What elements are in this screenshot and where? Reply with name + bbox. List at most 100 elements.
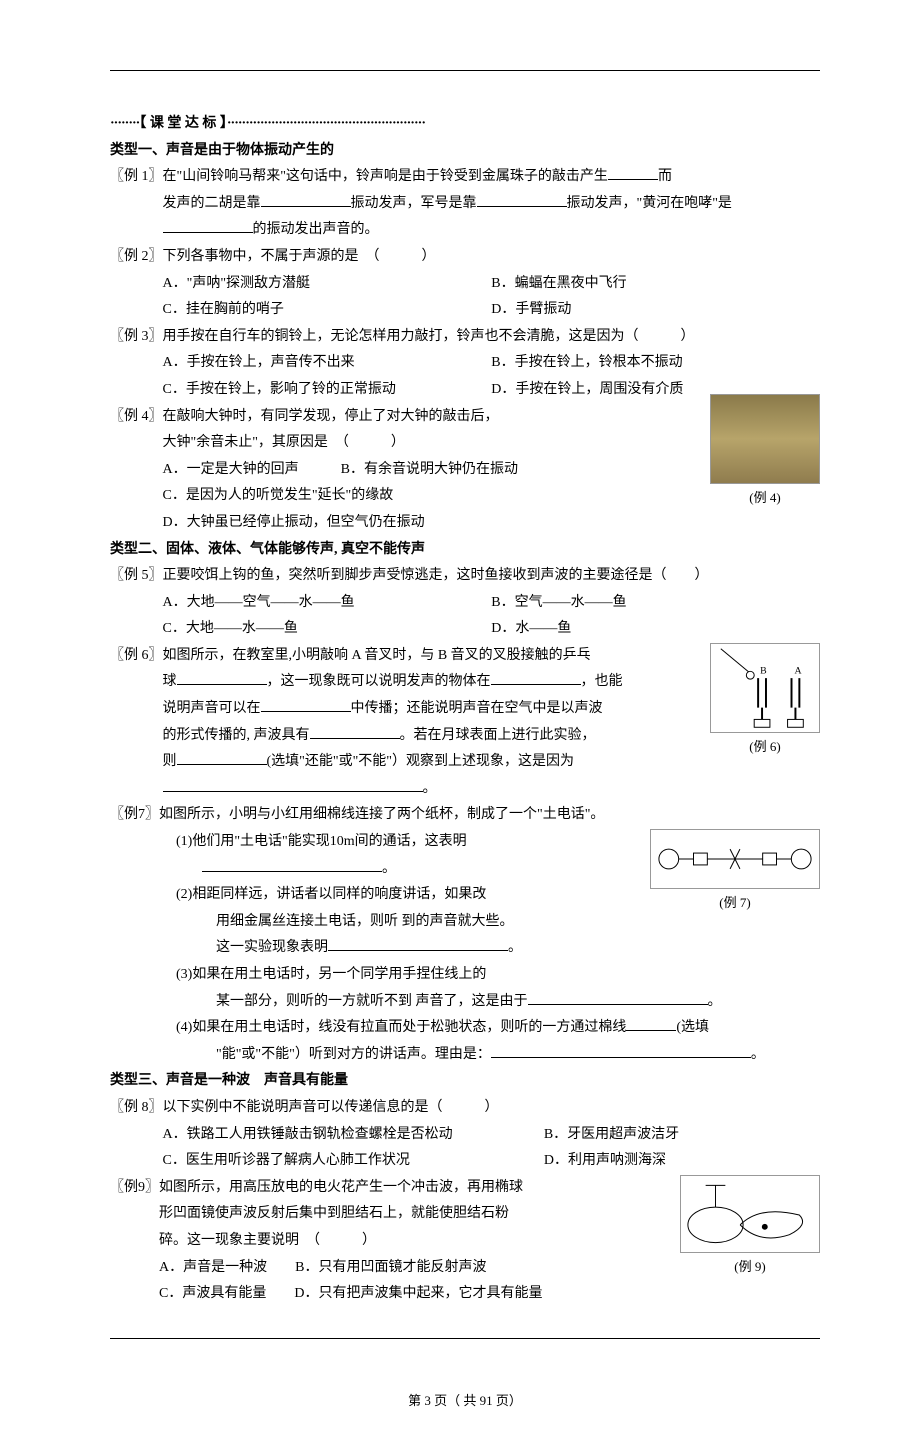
- ex6-l1: 如图所示，在教室里,小明敲响 A 音叉时，与 B 音叉的叉股接触的乒乓: [163, 648, 591, 663]
- ex7-q2d: 。: [508, 940, 522, 955]
- ex9-b: B．只有用凹面镜才能反射声波: [295, 1260, 486, 1275]
- blank: [477, 193, 567, 207]
- ex6-l3a: 说明声音可以在: [163, 701, 261, 716]
- dots-left: ········: [110, 116, 139, 131]
- ex7-q3a: (3)如果在用土电话时，另一个同学用手捏住线上的: [176, 967, 486, 982]
- ex3-c: C．手按在铃上，影响了铃的正常振动: [163, 377, 492, 404]
- ex7-stem: 如图所示，小明与小红用细棉线连接了两个纸杯，制成了一个"土电话"。: [159, 807, 604, 822]
- type2-title: 类型二、固体、液体、气体能够传声, 真空不能传声: [110, 537, 820, 564]
- ex2-label: 〖例 2〗: [110, 244, 163, 271]
- blank: [328, 937, 508, 951]
- blank: [163, 778, 423, 792]
- ex3-stem: 用手按在自行车的铜铃上，无论怎样用力敲打，铃声也不会清脆，这是因为（ ）: [163, 329, 695, 344]
- ex4: 〖例 4〗 在敲响大钟时，有同学发现，停止了对大钟的敲击后， 大钟"余音未止"，…: [110, 404, 704, 537]
- ex9-a: A．声音是一种波: [159, 1260, 267, 1275]
- ex1-l3: 的振动发出声音的。: [253, 222, 379, 237]
- blank: [626, 1017, 676, 1031]
- ex7-q2b: 用细金属丝连接土电话，则听 到的声音就大些。: [216, 914, 514, 929]
- ex7: 〖例7〗 如图所示，小明与小红用细棉线连接了两个纸杯，制成了一个"土电话"。: [110, 802, 820, 829]
- ex6-l6: 。: [423, 781, 437, 796]
- blank: [491, 1044, 751, 1058]
- shockwave-image: [680, 1175, 820, 1253]
- ex4-b: B．有余音说明大钟仍在振动: [341, 462, 518, 477]
- ex2-body: 下列各事物中，不属于声源的是 （ ） A．"声呐"探测敌方潜艇 B．蝙蝠在黑夜中…: [163, 244, 821, 324]
- ex5-body: 正要咬饵上钩的鱼，突然听到脚步声受惊逃走，这时鱼接收到声波的主要途径是（ ） A…: [163, 563, 821, 643]
- ex9-body: 如图所示，用高压放电的电火花产生一个冲击波，再用椭球 形凹面镜使声波反射后集中到…: [159, 1175, 674, 1308]
- ex8-stem: 以下实例中不能说明声音可以传递信息的是（ ）: [163, 1100, 499, 1115]
- ex9-l1: 如图所示，用高压放电的电火花产生一个冲击波，再用椭球: [159, 1180, 523, 1195]
- ex4-body: 在敲响大钟时，有同学发现，停止了对大钟的敲击后， 大钟"余音未止"，其原因是 （…: [163, 404, 705, 537]
- bell-image: [710, 394, 820, 484]
- ex9: 〖例9〗 如图所示，用高压放电的电火花产生一个冲击波，再用椭球 形凹面镜使声波反…: [110, 1175, 674, 1308]
- ex6-l2c: ，也能: [581, 674, 623, 689]
- blank: [202, 858, 382, 872]
- ex1-l2b: 振动发声，军号是靠: [351, 196, 477, 211]
- fig9-caption: (例 9): [680, 1255, 820, 1280]
- ex7-q4b: (选填: [676, 1020, 709, 1035]
- ex2-opts: A．"声呐"探测敌方潜艇 B．蝙蝠在黑夜中飞行 C．挂在胸前的哨子 D．手臂振动: [163, 271, 821, 324]
- fig6-caption: (例 6): [710, 735, 820, 760]
- ex3-a: A．手按在铃上，声音传不出来: [163, 350, 492, 377]
- ex7-q4d: 。: [751, 1047, 765, 1062]
- ex1-label: 〖例 1〗: [110, 164, 163, 191]
- ex6-l4a: 的形式传播的, 声波具有: [163, 728, 310, 743]
- ex6-l5b: (选填"还能"或"不能"）观察到上述现象，这是因为: [267, 754, 575, 769]
- ex1-body: 在"山间铃响马帮来"这句话中，铃声响是由于铃受到金属珠子的敲击产生而 发声的二胡…: [163, 164, 821, 244]
- ex4-c: C．是因为人的听觉发生"延长"的缘故: [163, 488, 394, 503]
- ex7-q3: (3)如果在用土电话时，另一个同学用手捏住线上的 某一部分，则听的一方就听不到 …: [176, 962, 820, 1015]
- ex6-l2a: 球: [163, 674, 177, 689]
- ex9-l2: 形凹面镜使声波反射后集中到胆结石上，就能使胆结石粉: [159, 1206, 509, 1221]
- blank: [608, 166, 658, 180]
- ex2-c: C．挂在胸前的哨子: [163, 297, 492, 324]
- ex7-q2c: 这一实验现象表明: [216, 940, 328, 955]
- ex2-d: D．手臂振动: [491, 297, 820, 324]
- ex7-label: 〖例7〗: [110, 802, 159, 829]
- ex2-a: A．"声呐"探测敌方潜艇: [163, 271, 492, 298]
- ex3-label: 〖例 3〗: [110, 324, 163, 351]
- ex4-l1: 在敲响大钟时，有同学发现，停止了对大钟的敲击后，: [163, 409, 499, 424]
- ex8-d: D．利用声呐测海深: [544, 1148, 820, 1175]
- ex1-l2a: 发声的二胡是靠: [163, 196, 261, 211]
- ex4-d: D．大钟虽已经停止振动，但空气仍在振动: [163, 515, 425, 530]
- ex6-l5a: 则: [163, 754, 177, 769]
- ex3-d: D．手按在铃上，周围没有介质: [491, 377, 820, 404]
- fig7: (例 7): [650, 829, 820, 916]
- blank: [491, 671, 581, 685]
- top-rule: [110, 70, 820, 71]
- blank: [177, 671, 267, 685]
- ex1-l1b: 而: [658, 169, 672, 184]
- ex5-a: A．大地——空气——水——鱼: [163, 590, 492, 617]
- ex3-body: 用手按在自行车的铜铃上，无论怎样用力敲打，铃声也不会清脆，这是因为（ ） A．手…: [163, 324, 821, 404]
- blank: [528, 991, 708, 1005]
- ex7-body: 如图所示，小明与小红用细棉线连接了两个纸杯，制成了一个"土电话"。: [159, 802, 820, 829]
- ex2-stem: 下列各事物中，不属于声源的是 （ ）: [163, 249, 436, 264]
- blank: [261, 698, 351, 712]
- ex5-b: B．空气——水——鱼: [491, 590, 820, 617]
- ex9-c: C．声波具有能量: [159, 1286, 266, 1301]
- header-title: 【 课 堂 达 标 】: [139, 116, 227, 131]
- ex5-stem: 正要咬饵上钩的鱼，突然听到脚步声受惊逃走，这时鱼接收到声波的主要途径是（ ）: [163, 568, 709, 583]
- tuning-fork-image: B A: [710, 643, 820, 733]
- ex7-q4c: "能"或"不能"）听到对方的讲话声。理由是：: [216, 1047, 491, 1062]
- fig9: (例 9): [680, 1175, 820, 1280]
- footer-rule: [110, 1338, 820, 1339]
- ex8-c: C．医生用听诊器了解病人心肺工作状况: [163, 1148, 544, 1175]
- string-phone-image: [650, 829, 820, 889]
- ex7-q1b: 。: [382, 861, 396, 876]
- ex8-label: 〖例 8〗: [110, 1095, 163, 1122]
- ex7-q3c: 。: [708, 994, 722, 1009]
- fig4: (例 4): [710, 394, 820, 511]
- ex3-opts: A．手按在铃上，声音传不出来 B．手按在铃上，铃根本不振动 C．手按在铃上，影响…: [163, 350, 821, 403]
- blank: [310, 725, 400, 739]
- ex8: 〖例 8〗 以下实例中不能说明声音可以传递信息的是（ ） A．铁路工人用铁锤敲击…: [110, 1095, 820, 1175]
- ex4-a: A．一定是大钟的回声: [163, 462, 299, 477]
- ex6-body: 如图所示，在教室里,小明敲响 A 音叉时，与 B 音叉的叉股接触的乒乓 球，这一…: [163, 643, 705, 803]
- ex8-body: 以下实例中不能说明声音可以传递信息的是（ ） A．铁路工人用铁锤敲击钢轨检查螺栓…: [163, 1095, 821, 1175]
- fig4-caption: (例 4): [710, 486, 820, 511]
- svg-text:B: B: [760, 665, 767, 676]
- type1-title: 类型一、声音是由于物体振动产生的: [110, 138, 820, 165]
- ex7-q4a: (4)如果在用土电话时，线没有拉直而处于松驰状态，则听的一方通过棉线: [176, 1020, 626, 1035]
- ex6: 〖例 6〗 如图所示，在教室里,小明敲响 A 音叉时，与 B 音叉的叉股接触的乒…: [110, 643, 704, 803]
- ex5-label: 〖例 5〗: [110, 563, 163, 590]
- ex2-b: B．蝙蝠在黑夜中飞行: [491, 271, 820, 298]
